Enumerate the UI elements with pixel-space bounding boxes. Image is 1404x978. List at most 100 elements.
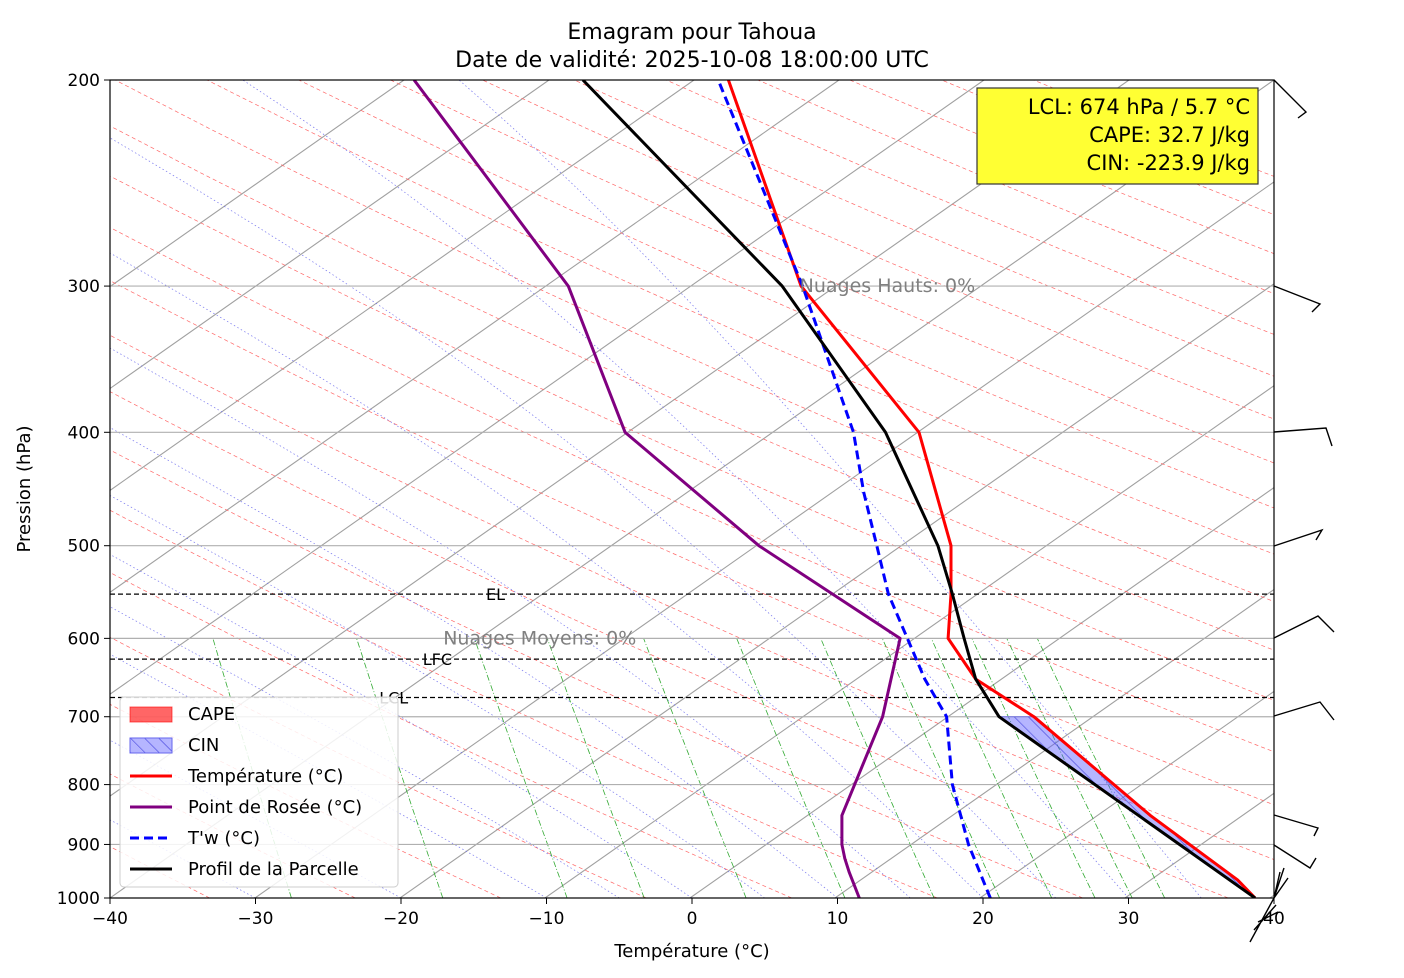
x-tick-label: 30 bbox=[1118, 909, 1140, 929]
x-tick-label: 10 bbox=[827, 909, 849, 929]
chart-title: Emagram pour Tahoua bbox=[567, 20, 816, 45]
moist-adiabat bbox=[110, 554, 693, 898]
mixing-ratio-line bbox=[820, 638, 935, 898]
wind-barb bbox=[1273, 701, 1335, 721]
skewed-isotherm bbox=[544, 385, 1274, 898]
skewed-isotherm bbox=[110, 80, 695, 492]
info-line-cin: CIN: -223.9 J/kg bbox=[1087, 151, 1250, 175]
mixing-ratio-line bbox=[1036, 638, 1166, 898]
info-box: LCL: 674 hPa / 5.7 °C CAPE: 32.7 J/kg CI… bbox=[976, 87, 1259, 185]
legend-item: Point de Rosée (°C) bbox=[130, 797, 362, 818]
dry-adiabat bbox=[390, 80, 1274, 464]
legend-item: CAPE bbox=[129, 704, 235, 725]
mixing-ratio-line bbox=[930, 638, 1053, 898]
legend: CAPE CIN Température (°C) Point de Rosée (°… bbox=[119, 696, 399, 888]
legend-item: CIN bbox=[129, 735, 219, 756]
mixing-ratio-line bbox=[356, 638, 444, 898]
wind-barb bbox=[1273, 615, 1335, 639]
skewed-isotherm bbox=[110, 80, 840, 593]
legend-item: T'w (°C) bbox=[130, 828, 260, 849]
x-tick-label: −30 bbox=[238, 909, 274, 929]
x-axis-label: Température (°C) bbox=[613, 941, 769, 962]
wind-barb bbox=[1273, 844, 1317, 869]
data-series bbox=[412, 80, 1257, 898]
level-label-el: EL bbox=[486, 585, 505, 604]
parcel-profile-line bbox=[581, 80, 1256, 898]
legend-swatch bbox=[129, 706, 173, 723]
wind-barb bbox=[1273, 285, 1322, 313]
level-lines: ELLFCLCL bbox=[110, 585, 1274, 707]
temperature-line bbox=[726, 80, 1257, 898]
dry-adiabat bbox=[941, 80, 1274, 215]
mixing-ratio-line bbox=[881, 638, 1000, 898]
cloud-label: Nuages Hauts: 0% bbox=[800, 275, 976, 297]
x-tick-label: 20 bbox=[972, 909, 994, 929]
x-tick-label: −40 bbox=[92, 909, 128, 929]
skewed-isotherm bbox=[1269, 894, 1274, 898]
wind-barb bbox=[1273, 427, 1333, 447]
y-tick-label: 200 bbox=[68, 71, 100, 91]
skewed-isotherm bbox=[689, 486, 1274, 898]
y-tick-label: 1000 bbox=[57, 889, 100, 909]
info-box-background bbox=[976, 87, 1259, 185]
skewed-isotherm bbox=[979, 690, 1274, 898]
skewed-isotherm bbox=[834, 588, 1274, 898]
level-label-lfc: LFC bbox=[423, 650, 452, 669]
dry-adiabat bbox=[665, 80, 1274, 335]
skewed-isotherm bbox=[110, 80, 405, 288]
legend-item: Profil de la Parcelle bbox=[130, 859, 359, 880]
wet-bulb-line bbox=[716, 80, 992, 898]
moist-adiabat bbox=[110, 653, 547, 898]
legend-swatch bbox=[129, 737, 173, 754]
wind-barb bbox=[1273, 814, 1319, 837]
legend-label: T'w (°C) bbox=[187, 828, 260, 849]
wind-barb bbox=[1273, 528, 1324, 547]
wind-barbs bbox=[1249, 79, 1335, 943]
dry-adiabat bbox=[298, 80, 1274, 509]
skewed-isotherm bbox=[399, 283, 1274, 898]
y-tick-label: 400 bbox=[68, 423, 100, 443]
dry-adiabat bbox=[482, 80, 1274, 420]
info-line-lcl: LCL: 674 hPa / 5.7 °C bbox=[1028, 95, 1250, 119]
x-tick-label: 0 bbox=[687, 909, 698, 929]
legend-box bbox=[119, 696, 399, 888]
y-tick-label: 600 bbox=[68, 629, 100, 649]
skewed-isotherm bbox=[110, 80, 550, 390]
mixing-ratio-line bbox=[474, 638, 568, 898]
cloud-label: Nuages Moyens: 0% bbox=[443, 627, 636, 649]
moist-adiabat bbox=[110, 137, 1057, 898]
dry-adiabat bbox=[115, 80, 1274, 602]
skewed-isotherm bbox=[110, 80, 985, 695]
legend-label: CAPE bbox=[188, 704, 235, 725]
x-tick-label: −20 bbox=[383, 909, 419, 929]
skewed-isotherm bbox=[1124, 792, 1274, 898]
info-line-cape: CAPE: 32.7 J/kg bbox=[1089, 123, 1250, 147]
y-tick-label: 300 bbox=[68, 277, 100, 297]
legend-label: Profil de la Parcelle bbox=[188, 859, 359, 880]
x-axis-ticks: −40 −30 −20 −10 0 10 20 30 40 bbox=[92, 898, 1285, 929]
wind-barb bbox=[1249, 897, 1279, 943]
wind-barb bbox=[1273, 79, 1308, 119]
wind-barb bbox=[1273, 867, 1289, 899]
y-tick-label: 900 bbox=[68, 835, 100, 855]
legend-label: Température (°C) bbox=[187, 766, 343, 787]
legend-item: Température (°C) bbox=[130, 766, 343, 787]
y-axis-ticks: 1000 900 800 700 600 500 400 300 200 bbox=[57, 71, 110, 909]
dewpoint-line bbox=[412, 80, 902, 898]
y-tick-label: 500 bbox=[68, 537, 100, 557]
y-tick-label: 700 bbox=[68, 708, 100, 728]
y-tick-label: 800 bbox=[68, 776, 100, 796]
x-tick-label: −10 bbox=[529, 909, 565, 929]
legend-label: Point de Rosée (°C) bbox=[188, 797, 362, 818]
dry-adiabat bbox=[574, 80, 1274, 377]
chart-subtitle: Date de validité: 2025-10-08 18:00:00 UT… bbox=[455, 48, 929, 73]
cloud-labels: Nuages Hauts: 0% Nuages Moyens: 0% bbox=[443, 275, 975, 649]
skewed-isotherm bbox=[254, 181, 1274, 898]
y-axis-label: Pression (hPa) bbox=[14, 425, 35, 552]
dry-adiabat bbox=[110, 509, 938, 898]
legend-label: CIN bbox=[188, 735, 219, 756]
mixing-ratio-line bbox=[643, 638, 747, 898]
mixing-ratio-line bbox=[736, 638, 846, 898]
dry-adiabat bbox=[110, 334, 1274, 860]
